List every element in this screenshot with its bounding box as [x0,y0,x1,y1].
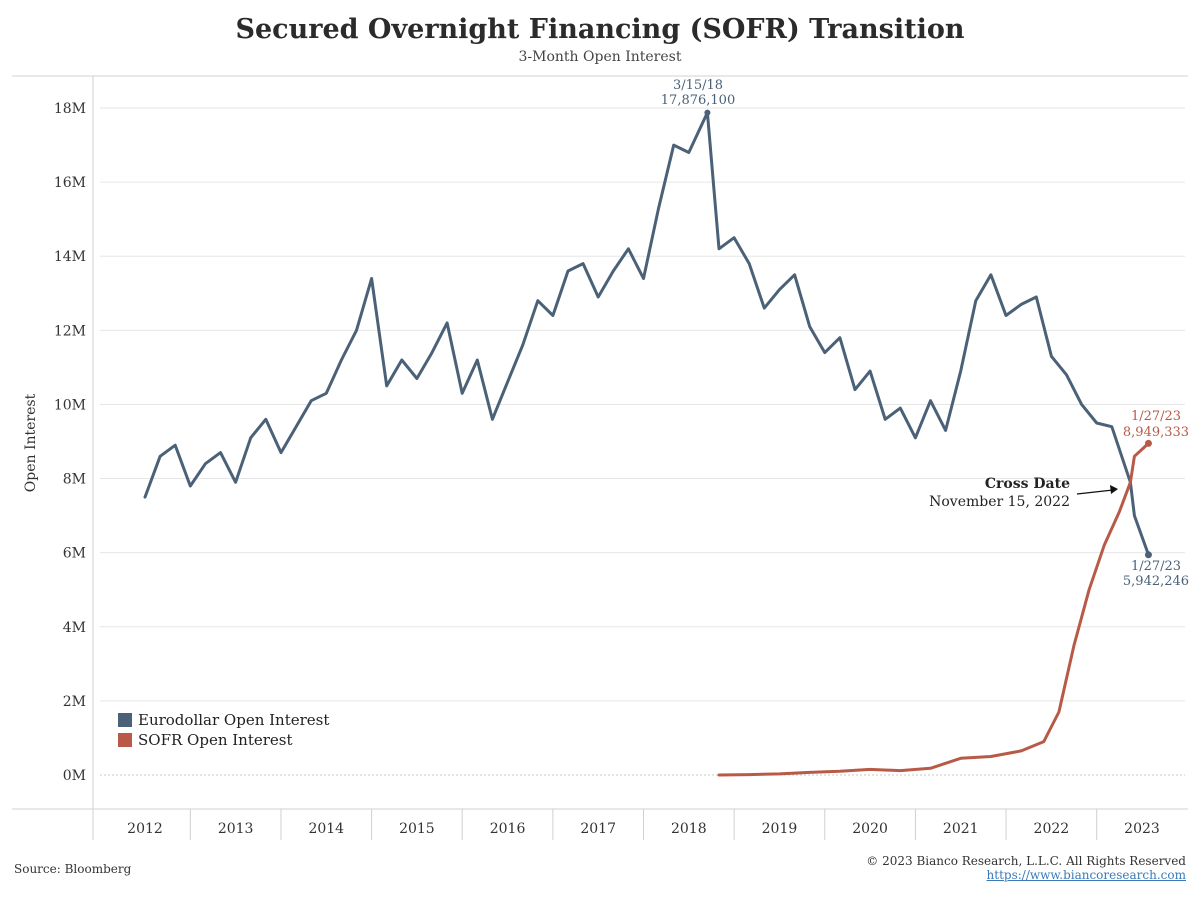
x-tick-label: 2018 [671,821,707,837]
y-axis-label: Open Interest [23,393,39,492]
x-tick-label: 2012 [127,821,163,837]
copyright-text: © 2023 Bianco Research, L.L.C. All Right… [866,854,1186,868]
legend-item-sofr: SOFR Open Interest [118,730,329,750]
website-link[interactable]: https://www.biancoresearch.com [986,868,1186,882]
y-tick-label: 16M [54,175,86,191]
annotations: 3/15/18 17,876,100 1/27/23 8,949,333 1/2… [661,78,1189,589]
y-tick-labels: 0M 2M 4M 6M 8M 10M 12M 14M 16M 18M [54,101,86,784]
sofr-end-value-label: 8,949,333 [1123,425,1189,440]
cross-date-arrowhead [1110,485,1118,494]
legend: Eurodollar Open Interest SOFR Open Inter… [118,710,329,750]
legend-label-eurodollar: Eurodollar Open Interest [138,711,330,729]
y-tick-label: 0M [63,768,86,784]
x-tick-label: 2020 [852,821,888,837]
y-tick-label: 14M [54,249,86,265]
y-tick-label: 2M [63,694,86,710]
copyright-block: © 2023 Bianco Research, L.L.C. All Right… [866,854,1186,882]
x-tick-label: 2017 [580,821,616,837]
x-tick-labels: 2012 2013 2014 2015 2016 2017 2018 2019 2020 2021… [127,809,1160,840]
peak-date-label: 3/15/18 [673,78,723,93]
y-tick-label: 18M [54,101,86,117]
chart-title: Secured Overnight Financing (SOFR) Trans… [235,14,965,45]
series-lines [143,109,1152,777]
x-tick-label: 2019 [762,821,798,837]
peak-value-label: 17,876,100 [661,93,735,108]
y-tick-label: 4M [63,620,86,636]
x-tick-label: 2022 [1034,821,1070,837]
legend-swatch-eurodollar [118,713,132,727]
sofr-end-point [1144,439,1152,447]
cross-date-text: November 15, 2022 [929,494,1070,510]
eurodollar-end-point [1144,551,1152,559]
sofr-end-date-label: 1/27/23 [1131,409,1181,424]
y-tick-label: 10M [54,397,86,413]
eurodollar-end-value-label: 5,942,246 [1123,574,1189,589]
eurodollar-end-date-label: 1/27/23 [1131,559,1181,574]
x-tick-label: 2021 [943,821,979,837]
x-tick-label: 2013 [218,821,254,837]
cross-date-title: Cross Date [985,476,1070,492]
legend-swatch-sofr [118,733,132,747]
gridlines [100,107,1185,776]
x-tick-label: 2016 [490,821,526,837]
eurodollar-line [143,111,1150,557]
y-tick-label: 12M [54,323,86,339]
x-tick-label: 2014 [308,821,344,837]
y-tick-label: 8M [63,472,86,488]
y-tick-label: 6M [63,546,86,562]
chart-subtitle: 3-Month Open Interest [518,49,682,65]
x-tick-label: 2015 [399,821,435,837]
legend-label-sofr: SOFR Open Interest [138,731,293,749]
x-tick-label: 2023 [1124,821,1160,837]
cross-date-arrow [1076,489,1114,495]
eurodollar-peak-point [704,109,711,116]
source-note: Source: Bloomberg [14,862,132,876]
sofr-line [717,441,1150,777]
legend-item-eurodollar: Eurodollar Open Interest [118,710,329,730]
